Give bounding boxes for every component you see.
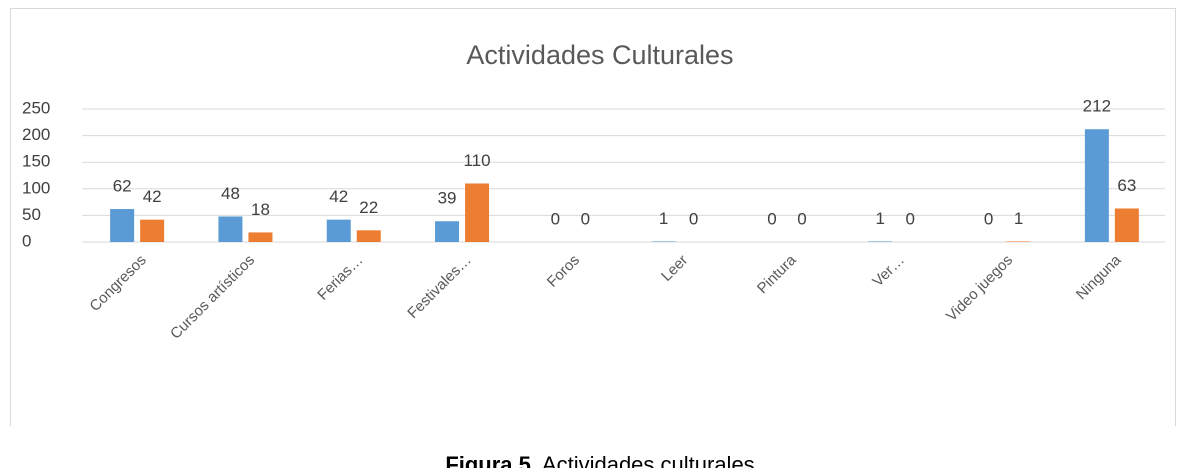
data-label: 0 xyxy=(906,209,915,228)
bar xyxy=(868,241,893,242)
y-tick-label: 0 xyxy=(22,231,31,250)
y-tick-label: 250 xyxy=(22,98,50,117)
data-label: 1 xyxy=(659,209,668,228)
data-label: 0 xyxy=(797,209,806,228)
bar xyxy=(356,230,381,242)
data-label: 0 xyxy=(581,209,590,228)
data-label: 110 xyxy=(463,151,490,170)
data-label: 42 xyxy=(143,187,162,206)
bar xyxy=(1006,241,1031,242)
bar xyxy=(465,183,490,242)
data-label: 0 xyxy=(767,209,776,228)
bar xyxy=(218,216,243,242)
data-label: 22 xyxy=(359,198,378,217)
data-label: 48 xyxy=(221,184,240,203)
caption-text: Actividades culturales xyxy=(542,452,755,468)
bar xyxy=(651,241,676,242)
caption-background xyxy=(0,426,1189,468)
data-label: 62 xyxy=(113,177,132,196)
bar xyxy=(326,219,351,242)
data-label: 212 xyxy=(1083,97,1111,116)
caption: Figura 5. Actividades culturales xyxy=(445,452,754,468)
data-label: 42 xyxy=(329,187,348,206)
data-label: 39 xyxy=(438,189,457,208)
bar xyxy=(435,221,460,242)
data-label: 0 xyxy=(551,209,560,228)
y-tick-label: 100 xyxy=(22,178,50,197)
bar xyxy=(110,209,135,242)
data-label: 1 xyxy=(1014,209,1023,228)
data-label: 0 xyxy=(689,209,698,228)
data-label: 63 xyxy=(1117,176,1136,195)
y-tick-label: 150 xyxy=(22,152,50,171)
data-label: 0 xyxy=(984,209,993,228)
bar xyxy=(1114,208,1139,242)
bar xyxy=(248,232,273,242)
bar xyxy=(1084,129,1109,242)
caption-label: Figura 5. xyxy=(445,452,537,468)
chart-frame xyxy=(10,8,1176,449)
data-label: 18 xyxy=(251,200,270,219)
bar xyxy=(140,219,165,242)
data-label: 1 xyxy=(876,209,885,228)
chart-title: Actividades Culturales xyxy=(466,40,733,70)
y-tick-label: 200 xyxy=(22,125,50,144)
y-tick-label: 50 xyxy=(22,205,41,224)
